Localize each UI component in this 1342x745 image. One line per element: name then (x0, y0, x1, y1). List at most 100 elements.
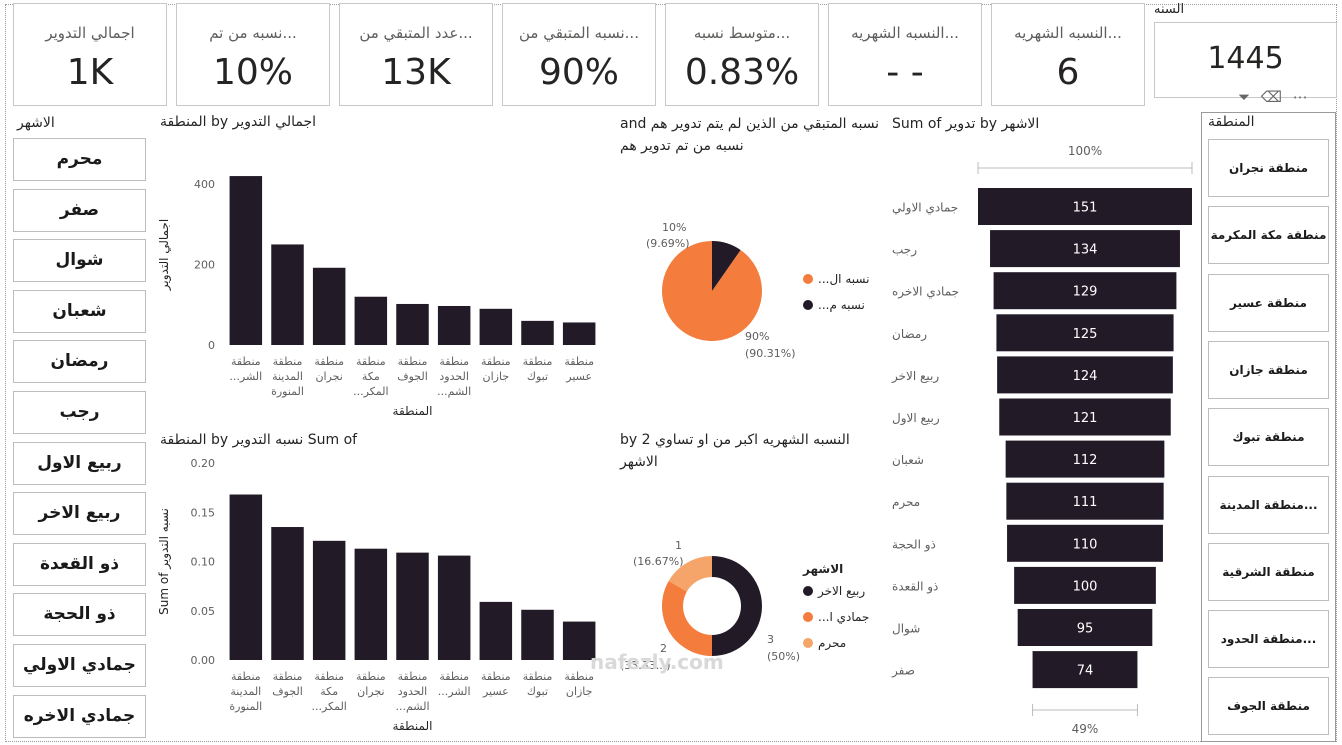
funnel-bar[interactable] (1007, 524, 1163, 562)
region-slicer-item[interactable]: ...منطقة المدينة (1208, 475, 1329, 534)
funnel-chart: 100% 151 جمادي الاولي 134 رجب 129 جمادي الاخره… (891, 144, 1193, 736)
pie-slice[interactable] (712, 241, 741, 291)
funnel-bar[interactable] (1017, 609, 1153, 646)
donut-slice[interactable] (662, 581, 712, 656)
x-tick-label: منطقة (481, 355, 511, 368)
y-tick-label: 0 (208, 339, 215, 352)
funnel-value-label: 151 (1073, 201, 1098, 216)
bar[interactable] (312, 540, 346, 660)
month-slicer-item[interactable]: محرم (13, 138, 146, 181)
x-tick-label: الجوف (397, 370, 428, 383)
funnel-bar[interactable] (978, 188, 1192, 225)
bar[interactable] (396, 303, 429, 345)
funnel-top-label: 100% (1068, 144, 1102, 158)
funnel-bar[interactable] (990, 230, 1180, 268)
funnel-bar[interactable] (999, 398, 1171, 436)
funnel-bar[interactable] (1005, 440, 1165, 478)
filter-icon[interactable]: ⏷ (1238, 88, 1251, 106)
kpi-card-remaining-pct[interactable]: ...نسبه المتبقي من 90% (502, 3, 656, 106)
bar[interactable] (479, 308, 513, 345)
region-slicer-item[interactable]: منطقة عسير (1208, 273, 1329, 332)
region-slicer-item[interactable]: منطقة نجران (1208, 139, 1329, 197)
bar[interactable] (562, 322, 596, 345)
kpi-card-monthly-a[interactable]: ...النسبه الشهريه - - (828, 3, 982, 106)
x-tick-label: ...الشر (438, 685, 471, 698)
bar[interactable] (396, 552, 429, 660)
bar[interactable] (229, 494, 263, 660)
funnel-bar[interactable] (1014, 566, 1156, 604)
x-tick-label: تبوك (527, 685, 548, 698)
kpi-value: 1K (66, 52, 114, 93)
funnel-value-label: 129 (1073, 285, 1098, 300)
x-tick-label: ...الشر (229, 370, 262, 383)
year-value: 1445 (1207, 41, 1284, 76)
funnel-category-label: ذو الحجة (892, 537, 936, 552)
donut-slice[interactable] (712, 556, 762, 656)
month-slicer-item[interactable]: شوال (13, 239, 146, 283)
pie-data-label: 10% (662, 221, 686, 234)
kpi-card-total[interactable]: اجمالي التدوير 1K (13, 3, 167, 106)
bar[interactable] (354, 296, 388, 345)
more-options-icon[interactable]: ⋯ (1292, 88, 1308, 106)
kpi-card-done-pct[interactable]: ...نسبه من تم 10% (176, 3, 330, 106)
kpi-card-average[interactable]: ...متوسط نسبه 0.83% (665, 3, 819, 106)
bar[interactable] (312, 267, 346, 345)
donut-slice[interactable] (668, 556, 712, 592)
donut-data-label: 3 (767, 633, 774, 646)
month-slicer-item[interactable]: ذو القعدة (13, 542, 146, 586)
month-slicer-item[interactable]: صفر (13, 188, 146, 232)
funnel-value-label: 125 (1073, 327, 1098, 342)
funnel-bottom-label: 49% (1072, 722, 1099, 736)
funnel-category-label: شوال (892, 622, 920, 637)
bar[interactable] (354, 548, 388, 660)
eraser-icon[interactable]: ⌫ (1260, 88, 1283, 106)
bar[interactable] (437, 555, 471, 660)
year-slicer[interactable]: 1445 (1154, 22, 1337, 98)
bar[interactable] (521, 609, 554, 660)
funnel-bar[interactable] (993, 272, 1177, 310)
funnel-value-label: 110 (1073, 537, 1098, 552)
month-slicer-item[interactable]: جمادي الاخره (13, 694, 146, 738)
region-slicer-item[interactable]: منطقة الشرقية (1208, 542, 1329, 601)
region-slicer-item[interactable]: ...منطقة الحدود (1208, 610, 1329, 669)
funnel-category-label: صفر (891, 664, 915, 679)
bar[interactable] (437, 305, 471, 345)
month-slicer-item[interactable]: ربيع الاول (13, 441, 146, 485)
bar[interactable] (521, 320, 554, 345)
x-tick-label: منطقة (564, 670, 594, 683)
kpi-title: ...النسبه الشهريه (851, 24, 959, 42)
x-tick-label: ...المكر (311, 700, 346, 713)
kpi-card-monthly-b[interactable]: ...النسبه الشهريه 6 (991, 3, 1145, 106)
bar[interactable] (562, 621, 596, 660)
month-slicer-item[interactable]: جمادي الاولي (13, 644, 146, 687)
bar[interactable] (479, 601, 513, 660)
month-slicer-item[interactable]: رجب (13, 391, 146, 434)
region-slicer-item[interactable]: منطقة جازان (1208, 340, 1329, 399)
funnel-category-label: ربيع الاخر (891, 369, 939, 384)
funnel-category-label: جمادي الاخره (892, 285, 959, 300)
kpi-value: 90% (538, 52, 619, 93)
bar[interactable] (229, 176, 263, 345)
funnel-bar[interactable] (997, 356, 1173, 394)
bar[interactable] (271, 244, 304, 345)
donut-chart: 3 (50%) 2 (33.33...) 1 (16.67%) الاشهر ربيع الا… (620, 539, 869, 672)
bar[interactable] (271, 527, 304, 660)
month-slicer-item[interactable]: ربيع الاخر (13, 492, 146, 536)
funnel-bar[interactable] (1032, 651, 1138, 689)
kpi-title: ...النسبه الشهريه (1014, 24, 1122, 42)
y-tick-label: 400 (194, 178, 215, 191)
x-tick-label: منطقة (481, 670, 511, 683)
kpi-value: 10% (212, 52, 293, 93)
region-slicer-item[interactable]: منطقة مكة المكرمة (1208, 206, 1329, 265)
x-tick-label: منطقة (523, 355, 553, 368)
funnel-bar[interactable] (996, 314, 1174, 352)
month-slicer-item[interactable]: رمضان (13, 340, 146, 384)
y-tick-label: 200 (194, 259, 215, 272)
kpi-title: اجمالي التدوير (45, 24, 135, 42)
month-slicer-item[interactable]: ذو الحجة (13, 593, 146, 637)
region-slicer-item[interactable]: منطقة تبوك (1208, 408, 1329, 467)
kpi-card-remaining[interactable]: ...عدد المتبقي من 13K (339, 3, 493, 106)
funnel-bar[interactable] (1006, 482, 1164, 520)
month-slicer-item[interactable]: شعبان (13, 289, 146, 333)
region-slicer-item[interactable]: منطقة الجوف (1208, 677, 1329, 736)
